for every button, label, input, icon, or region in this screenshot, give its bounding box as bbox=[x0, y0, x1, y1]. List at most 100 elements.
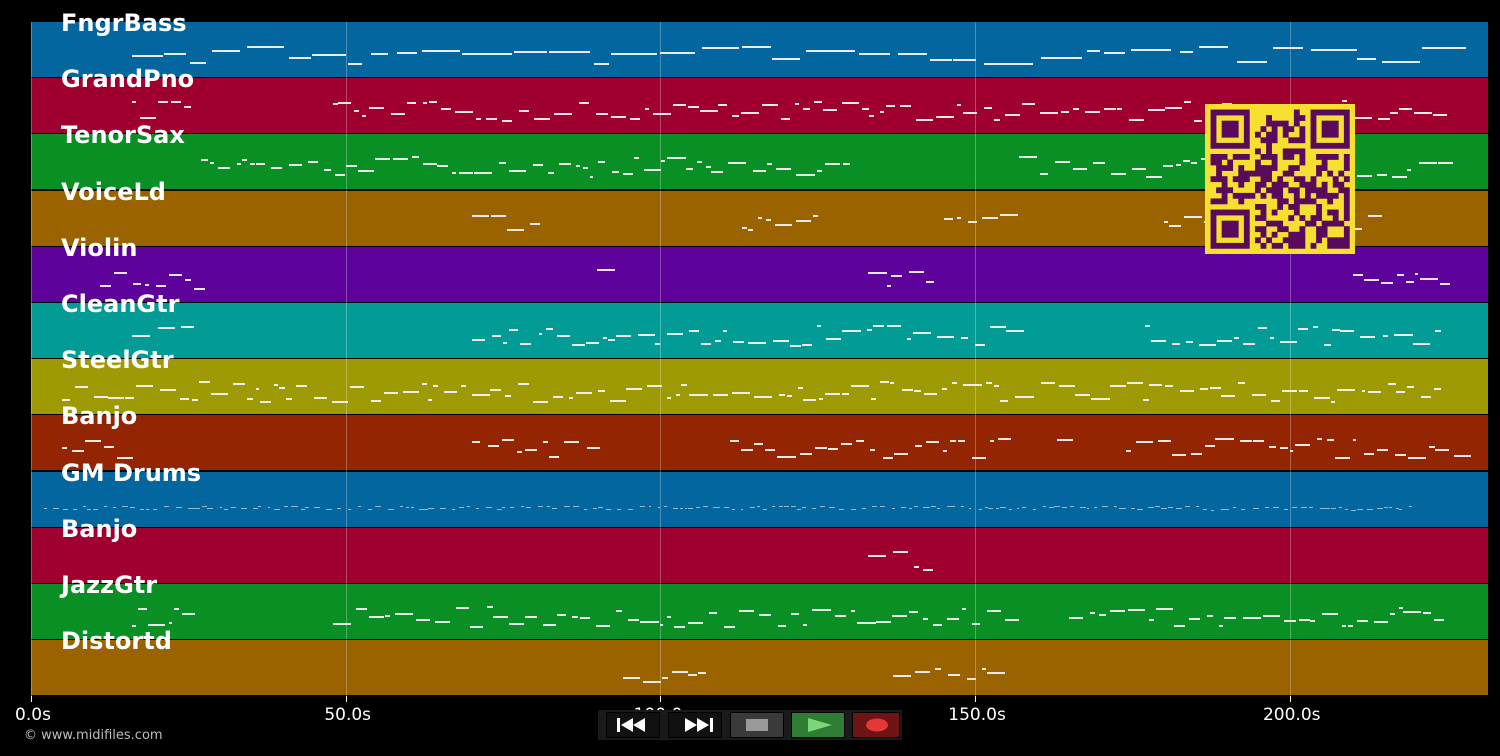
midi-note bbox=[983, 62, 1033, 65]
midi-note bbox=[336, 507, 342, 509]
midi-note bbox=[778, 505, 783, 507]
midi-note bbox=[1137, 509, 1143, 511]
midi-note bbox=[1382, 61, 1420, 64]
midi-note bbox=[1090, 612, 1095, 615]
midi-note bbox=[1176, 508, 1182, 510]
midi-note bbox=[496, 508, 502, 510]
midi-note bbox=[1331, 400, 1335, 403]
midi-note bbox=[260, 400, 272, 403]
midi-note bbox=[116, 457, 133, 460]
midi-note bbox=[646, 384, 662, 387]
midi-note bbox=[180, 326, 195, 329]
midi-note bbox=[1126, 450, 1132, 453]
midi-note bbox=[455, 110, 473, 113]
midi-note bbox=[1407, 456, 1426, 459]
midi-note bbox=[914, 444, 923, 447]
midi-note bbox=[700, 342, 711, 345]
midi-note bbox=[534, 118, 550, 121]
midi-note bbox=[82, 505, 87, 507]
midi-note bbox=[1433, 114, 1448, 117]
midi-note bbox=[729, 439, 740, 442]
midi-note bbox=[1361, 389, 1366, 392]
midi-note bbox=[553, 112, 573, 115]
midi-note bbox=[993, 384, 999, 387]
tick-label: 200.0s bbox=[1262, 705, 1321, 725]
midi-note bbox=[901, 388, 913, 391]
track-lane[interactable]: CleanGtr bbox=[31, 290, 1488, 359]
midi-note bbox=[395, 612, 414, 615]
midi-note bbox=[157, 327, 176, 330]
track-lane[interactable]: SteelGtr bbox=[31, 346, 1488, 416]
midi-note bbox=[1183, 159, 1191, 162]
midi-note bbox=[952, 506, 956, 508]
midi-note bbox=[333, 623, 352, 626]
midi-note bbox=[1056, 438, 1073, 441]
midi-note bbox=[1073, 107, 1079, 110]
track-lane[interactable]: Violin bbox=[31, 234, 1488, 303]
midi-note bbox=[1433, 619, 1445, 622]
midi-note bbox=[1135, 440, 1154, 443]
midi-note bbox=[929, 58, 952, 61]
midi-note bbox=[1403, 610, 1422, 613]
midi-note bbox=[1172, 454, 1187, 457]
midi-note bbox=[968, 508, 972, 510]
play-button[interactable] bbox=[791, 712, 845, 738]
rewind-button[interactable] bbox=[606, 712, 660, 738]
midi-note bbox=[1299, 618, 1310, 621]
midi-note bbox=[192, 399, 198, 402]
midi-note bbox=[583, 166, 588, 169]
midi-note bbox=[1367, 508, 1373, 510]
midi-note bbox=[1407, 386, 1415, 389]
midi-note bbox=[923, 569, 934, 572]
midi-note bbox=[490, 388, 501, 391]
midi-note bbox=[279, 387, 286, 390]
track-lane[interactable]: Banjo bbox=[31, 402, 1488, 472]
midi-note bbox=[957, 217, 961, 220]
midi-note bbox=[1434, 387, 1441, 390]
midi-note bbox=[283, 505, 289, 507]
midi-note bbox=[813, 100, 823, 103]
midi-note bbox=[1110, 609, 1126, 612]
midi-note bbox=[586, 446, 601, 449]
midi-note bbox=[819, 397, 823, 400]
midi-note bbox=[411, 156, 420, 159]
record-button[interactable] bbox=[852, 712, 900, 738]
midi-note bbox=[538, 333, 543, 336]
midi-note bbox=[160, 389, 176, 392]
midi-note bbox=[461, 52, 512, 55]
midi-note bbox=[140, 117, 157, 120]
track-lane[interactable]: Banjo bbox=[31, 515, 1488, 584]
midi-note bbox=[642, 681, 662, 684]
midi-note bbox=[732, 114, 740, 117]
midi-note bbox=[485, 118, 497, 121]
midi-note bbox=[1119, 508, 1126, 510]
midi-note bbox=[886, 104, 895, 107]
midi-note bbox=[660, 623, 664, 626]
track-lane[interactable]: FngrBass bbox=[31, 9, 1488, 78]
midi-note bbox=[1280, 446, 1289, 449]
fast-forward-button[interactable] bbox=[668, 712, 722, 738]
midi-note bbox=[967, 220, 977, 223]
midi-note bbox=[949, 440, 956, 443]
midi-note bbox=[801, 343, 812, 346]
midi-note bbox=[840, 442, 853, 445]
track-lane[interactable]: Distortd bbox=[31, 627, 1488, 697]
midi-note bbox=[962, 111, 978, 114]
midi-note bbox=[387, 508, 394, 510]
qr-code bbox=[1205, 104, 1355, 254]
midi-note bbox=[255, 387, 259, 390]
midi-note bbox=[579, 616, 591, 619]
track-lane[interactable]: GM Drums bbox=[31, 459, 1488, 528]
stop-button[interactable] bbox=[730, 712, 784, 738]
midi-note bbox=[132, 282, 141, 285]
track-lane[interactable]: JazzGtr bbox=[31, 571, 1488, 640]
midi-note bbox=[1348, 228, 1363, 231]
midi-note bbox=[900, 104, 912, 107]
midi-note bbox=[368, 616, 385, 619]
midi-note bbox=[1113, 505, 1118, 507]
midi-note bbox=[196, 508, 201, 510]
midi-note bbox=[839, 508, 845, 510]
midi-note bbox=[487, 606, 494, 609]
midi-note bbox=[520, 343, 532, 346]
midi-note bbox=[399, 505, 404, 507]
